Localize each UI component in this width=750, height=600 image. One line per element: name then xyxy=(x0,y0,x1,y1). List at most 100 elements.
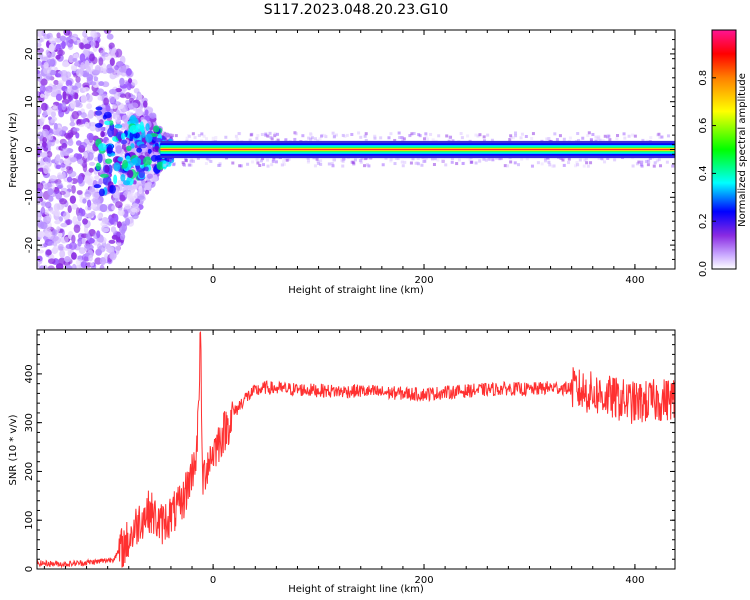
spectrogram-band-noise xyxy=(165,162,169,166)
spectrogram-noise-cell xyxy=(63,158,70,166)
spectrogram-band-noise xyxy=(313,164,317,168)
spectrogram-x-tick-label-1: 200 xyxy=(414,275,433,286)
spectrogram-band-noise xyxy=(363,157,367,161)
spectrogram-band-noise xyxy=(577,139,581,143)
spectrogram-noise-cell xyxy=(45,249,52,256)
spectrogram-noise-cell xyxy=(97,95,103,101)
spectrogram-band-noise xyxy=(266,134,270,138)
spectrogram-band-noise xyxy=(450,157,454,161)
spectrogram-band-noise xyxy=(400,160,404,164)
spectrogram-noise-cell xyxy=(73,224,81,233)
spectrogram-noise-cell xyxy=(137,195,145,200)
spectrogram-noise-cell xyxy=(78,247,86,255)
spectrogram-band-noise xyxy=(525,157,529,161)
spectrogram-band-noise xyxy=(318,137,322,141)
spectrogram-noise-cell xyxy=(37,59,42,67)
spectrogram-blob xyxy=(106,144,113,154)
spectrogram-noise-cell xyxy=(60,162,66,168)
spectrogram-band-noise xyxy=(402,137,406,141)
spectrogram-band-noise xyxy=(364,132,368,136)
spectrogram-noise-cell xyxy=(69,195,77,204)
spectrogram-band-noise xyxy=(613,158,617,162)
spectrogram-band-noise xyxy=(644,160,648,164)
spectrogram-band-noise xyxy=(393,162,397,166)
spectrogram-noise-cell xyxy=(37,91,40,97)
spectrogram-band-noise xyxy=(409,161,413,165)
spectrogram-band-noise xyxy=(412,131,416,135)
spectrogram-band-noise xyxy=(168,158,172,162)
spectrogram-band-noise xyxy=(373,134,377,138)
spectrogram-band-noise xyxy=(389,159,393,163)
spectrogram-band-noise xyxy=(398,136,402,140)
spectrogram-band-noise xyxy=(255,136,259,140)
spectrogram-noise-cell xyxy=(72,57,78,62)
spectrogram-noise-cell xyxy=(65,71,72,79)
spectrogram-band-noise xyxy=(190,158,194,162)
spectrogram-band-noise xyxy=(218,162,222,166)
spectrogram-noise-cell xyxy=(47,265,55,269)
spectrogram-band-noise xyxy=(310,136,314,140)
spectrogram-noise-cell xyxy=(117,183,123,192)
spectrogram-noise-cell xyxy=(68,95,73,101)
spectrogram-band-noise xyxy=(400,136,404,140)
spectrogram-blob xyxy=(98,188,105,197)
spectrogram-noise-cell xyxy=(61,61,70,68)
spectrogram-noise-cell xyxy=(55,54,61,60)
spectrogram-band-noise xyxy=(163,163,167,167)
spectrogram-band-noise xyxy=(586,164,590,168)
snr-ticks: 0 200 400 0 100 200 300 400 xyxy=(24,330,675,586)
spectrogram-band-noise xyxy=(331,158,335,162)
spectrogram-noise-cell xyxy=(111,47,117,54)
spectrogram-noise-cell xyxy=(152,174,158,182)
spectrogram-band-noise xyxy=(657,158,661,162)
spectrogram-band-noise xyxy=(547,137,551,141)
spectrogram-noise-cell xyxy=(75,75,81,83)
spectrogram-noise-cell xyxy=(103,97,109,106)
spectrogram-noise-cell xyxy=(71,234,76,244)
spectrogram-band-noise xyxy=(474,161,478,165)
spectrogram-band-noise xyxy=(581,136,585,140)
spectrogram-band-noise xyxy=(301,134,305,138)
spectrogram-noise-cell xyxy=(119,77,125,86)
spectrogram-noise-cell xyxy=(46,213,52,222)
spectrogram-band-noise xyxy=(384,156,388,160)
spectrogram-band-noise xyxy=(258,163,262,167)
spectrogram-noise-cell xyxy=(79,141,88,149)
spectrogram-noise-cell xyxy=(37,131,44,140)
spectrogram-noise-cell xyxy=(80,94,88,104)
spectrogram-noise-cell xyxy=(90,210,96,217)
spectrogram-band-noise xyxy=(284,138,288,142)
spectrogram-band-noise xyxy=(631,133,635,137)
spectrogram-noise-cell xyxy=(66,184,73,189)
spectrogram-noise-cell xyxy=(37,69,41,75)
spectrogram-band-noise xyxy=(193,136,197,140)
spectrogram-band-noise xyxy=(209,159,213,163)
spectrogram-band-noise xyxy=(395,156,399,160)
spectrogram-noise-cell xyxy=(108,95,116,104)
spectrogram-band-noise xyxy=(460,136,464,140)
spectrogram-band-noise xyxy=(608,138,612,142)
spectrogram-noise-cell xyxy=(66,40,73,48)
spectrogram-band-noise xyxy=(426,137,430,141)
spectrogram-noise-cell xyxy=(46,150,53,158)
spectrogram-band-noise xyxy=(567,161,571,165)
spectrogram-noise-cell xyxy=(94,175,100,180)
spectrogram-band-noise xyxy=(343,134,347,138)
spectrogram-band-noise xyxy=(575,161,579,165)
spectrogram-noise-cell xyxy=(44,229,52,238)
spectrogram-blob xyxy=(113,174,118,185)
spectrogram-noise-cell xyxy=(89,53,95,62)
spectrogram-noise-cell xyxy=(106,247,113,253)
spectrogram-band-noise xyxy=(640,164,644,168)
spectrogram-blob xyxy=(123,180,131,186)
spectrogram-band-noise xyxy=(468,158,472,162)
spectrogram-band-noise xyxy=(416,157,420,161)
spectrogram-noise-cell xyxy=(37,42,42,48)
spectrogram-noise-cell xyxy=(71,185,76,194)
spectrogram-blob xyxy=(133,132,140,139)
spectrogram-y-tick-label-2: 0 xyxy=(24,146,35,152)
spectrogram-noise-cell xyxy=(80,261,88,269)
spectrogram-band-noise xyxy=(648,156,652,160)
spectrogram-noise-cell xyxy=(119,65,127,73)
spectrogram-noise-cell xyxy=(120,93,127,99)
